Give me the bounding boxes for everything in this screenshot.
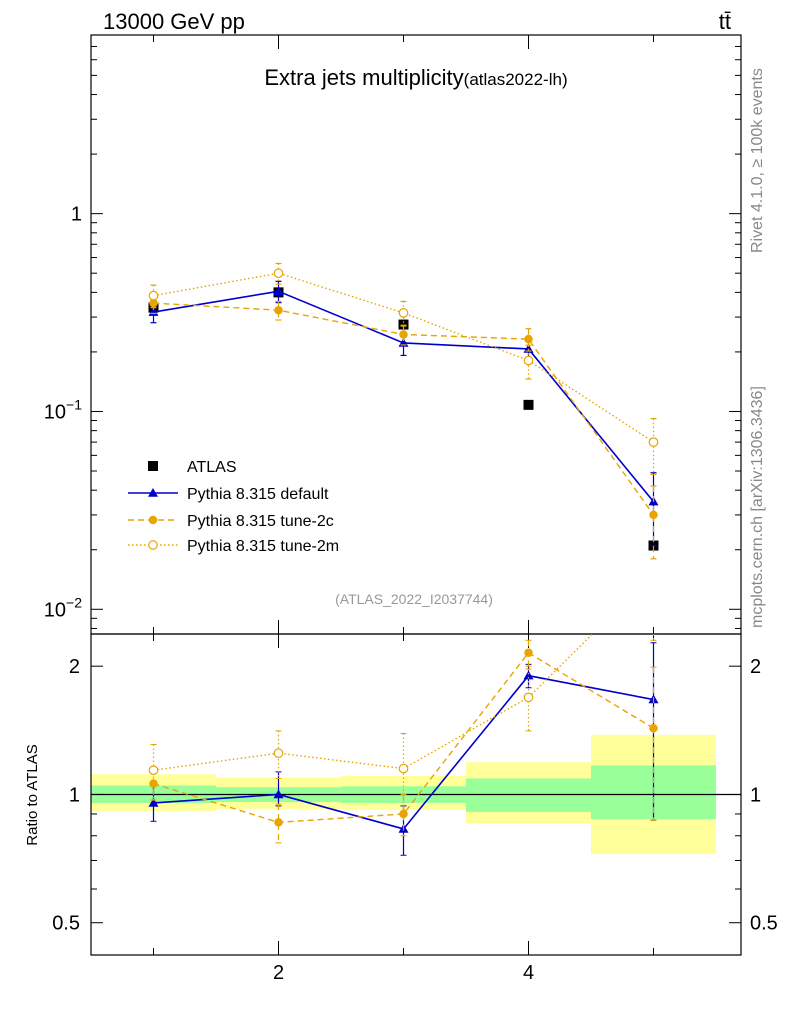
ratio-data-point (523, 692, 534, 703)
analysis-watermark: (ATLAS_2022_I2037744) (335, 591, 493, 607)
ratio-y-tick-label-right: 1 (750, 784, 761, 806)
ratio-data-point (398, 763, 409, 774)
data-point (524, 334, 533, 344)
data-point (399, 330, 408, 339)
ratio-data-point (273, 748, 284, 759)
ratio-plot-panel: 0.5 0.5 1 1 2 2 Ratio to ATLAS 2 4 (24, 633, 778, 984)
ratio-y-tick-label-right: 2 (750, 656, 761, 678)
legend-label: Pythia 8.315 default (187, 486, 329, 503)
data-point (523, 355, 534, 366)
y-tick-label: 1 (71, 204, 82, 226)
legend-label: Pythia 8.315 tune-2c (187, 513, 334, 530)
ratio-data-point (649, 724, 658, 733)
data-point (273, 268, 284, 279)
ratio-data-point (273, 789, 284, 799)
series-line (153, 272, 654, 443)
side-label-bottom: mcplots.cern.ch [arXiv:1306.3436] (749, 386, 766, 628)
y-tick-label: 10−1 (44, 396, 82, 423)
ratio-y-axis-label: Ratio to ATLAS (24, 744, 41, 845)
ratio-data-point (524, 648, 533, 658)
data-point (148, 290, 159, 301)
legend-label: ATLAS (187, 459, 237, 476)
data-point (149, 298, 158, 308)
data-point (274, 305, 283, 315)
ratio-data-point (149, 779, 158, 788)
main-plot-panel: 1 10−1 10−2 Extra jets multiplicity(atlas20… (44, 34, 742, 635)
legend-marker (148, 540, 158, 550)
x-tick-label: 4 (523, 962, 534, 984)
data-point (649, 510, 658, 520)
data-point (523, 399, 534, 410)
side-label-top: Rivet 4.1.0, ≥ 100k events (749, 68, 766, 253)
ratio-y-tick-label-right: 0.5 (750, 913, 778, 935)
y-tick-label: 10−2 (44, 594, 82, 621)
legend-marker (148, 515, 158, 525)
data-point (273, 286, 284, 296)
header-left: 13000 GeV pp (103, 9, 245, 34)
ratio-y-tick-label-left: 0.5 (52, 913, 80, 935)
legend-marker (148, 488, 158, 497)
ratio-data-point (523, 670, 534, 680)
ratio-data-point (148, 765, 159, 776)
ratio-y-tick-label-left: 2 (69, 656, 80, 678)
ratio-data-point (274, 818, 283, 827)
chart-title: Extra jets multiplicity(atlas2022-lh) (264, 65, 567, 90)
legend-marker (148, 461, 158, 471)
data-point (648, 437, 659, 447)
legend-label: Pythia 8.315 tune-2m (187, 538, 339, 555)
ratio-data-point (148, 797, 159, 807)
ratio-y-tick-label-left: 1 (69, 784, 80, 806)
legend: ATLAS Pythia 8.315 default Pythia 8.315 tu… (128, 459, 339, 555)
data-point (398, 319, 409, 330)
data-point (398, 308, 409, 318)
x-tick-label: 2 (273, 962, 284, 984)
stat-uncertainty-band (466, 778, 591, 812)
header-right: tt̄ (719, 9, 731, 34)
